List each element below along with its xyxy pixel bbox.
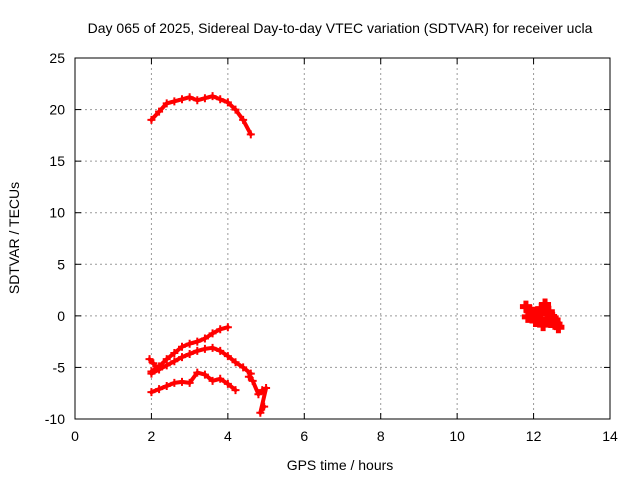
x-tick-label: 10 — [449, 428, 465, 444]
data-point — [153, 364, 162, 373]
data-point — [525, 308, 538, 321]
data-point — [216, 325, 225, 334]
data-point — [552, 321, 565, 334]
series-arc-late — [244, 372, 271, 417]
data-point — [145, 355, 154, 364]
data-point — [540, 307, 553, 320]
data-point — [178, 353, 186, 362]
y-tick-label: 5 — [57, 256, 65, 272]
x-tick-label: 12 — [526, 428, 542, 444]
data-point — [185, 93, 194, 102]
data-point — [178, 342, 186, 351]
data-point — [223, 352, 232, 361]
data-point — [200, 344, 209, 353]
axis-ticks: 0 2 4 6 8 10 12 14 -10 -5 0 5 10 15 20 25 — [45, 50, 618, 444]
data-point — [170, 97, 179, 106]
data-point — [256, 408, 265, 417]
data-point — [548, 313, 561, 326]
data-point — [200, 370, 209, 379]
data-point — [231, 358, 240, 367]
data-point — [248, 376, 257, 385]
data-point — [162, 361, 171, 370]
data-point — [178, 377, 186, 386]
data-point — [200, 334, 209, 343]
x-tick-label: 2 — [148, 428, 156, 444]
data-point — [216, 95, 225, 104]
y-tick-label: 0 — [57, 308, 65, 324]
data-point — [149, 359, 158, 368]
data-point — [216, 374, 225, 383]
x-tick-label: 4 — [224, 428, 232, 444]
x-axis-label: GPS time / hours — [287, 457, 394, 473]
data-point — [239, 115, 248, 124]
data-point — [147, 369, 156, 378]
plot-frame — [74, 57, 611, 420]
data-point — [223, 98, 232, 107]
x-tick-label: 14 — [602, 428, 618, 444]
series-cluster-12h — [519, 298, 565, 334]
data-point — [162, 99, 171, 108]
y-tick-label: 25 — [49, 50, 65, 66]
data-point — [208, 376, 217, 385]
data-point — [185, 378, 194, 387]
data-point — [260, 402, 269, 411]
data-point — [246, 130, 255, 139]
y-tick-label: 15 — [49, 153, 65, 169]
data-point — [208, 343, 217, 352]
data-point — [185, 350, 194, 359]
x-tick-label: 8 — [377, 428, 385, 444]
data-point — [231, 386, 240, 395]
data-point — [200, 94, 209, 103]
series-arc-rising — [147, 323, 232, 376]
data-point — [193, 368, 202, 377]
y-tick-label: -10 — [45, 411, 65, 427]
series-arc-upper — [147, 92, 255, 139]
data-point — [262, 384, 271, 393]
data-point — [208, 329, 217, 338]
data-point — [178, 95, 186, 104]
data-point — [193, 96, 202, 105]
data-point — [162, 381, 171, 390]
data-point — [193, 337, 202, 346]
data-point — [208, 92, 217, 101]
data-point — [170, 378, 179, 387]
data-point — [533, 312, 546, 325]
y-tick-label: 20 — [49, 102, 65, 118]
grid-lines — [75, 58, 610, 419]
data-point — [239, 363, 248, 372]
y-axis-label: SDTVAR / TECUs — [6, 182, 22, 294]
data-point — [244, 372, 253, 381]
data-point — [193, 346, 202, 355]
data-point — [155, 385, 164, 394]
x-tick-label: 0 — [71, 428, 79, 444]
chart-title: Day 065 of 2025, Sidereal Day-to-day VTE… — [88, 20, 593, 36]
series-arc-lower — [147, 368, 240, 397]
x-tick-label: 6 — [300, 428, 308, 444]
data-point — [254, 390, 263, 399]
data-point — [223, 379, 232, 388]
data-point — [231, 105, 240, 114]
data-point — [223, 323, 232, 332]
data-point — [147, 388, 156, 397]
y-tick-label: -5 — [53, 359, 66, 375]
data-point — [170, 348, 179, 357]
data-point — [216, 346, 225, 355]
series-arc-early — [145, 355, 162, 373]
data-points — [145, 92, 565, 417]
data-point — [170, 357, 179, 366]
y-tick-label: 10 — [49, 205, 65, 221]
data-point — [155, 107, 164, 116]
data-point — [147, 115, 156, 124]
data-point — [185, 339, 194, 348]
